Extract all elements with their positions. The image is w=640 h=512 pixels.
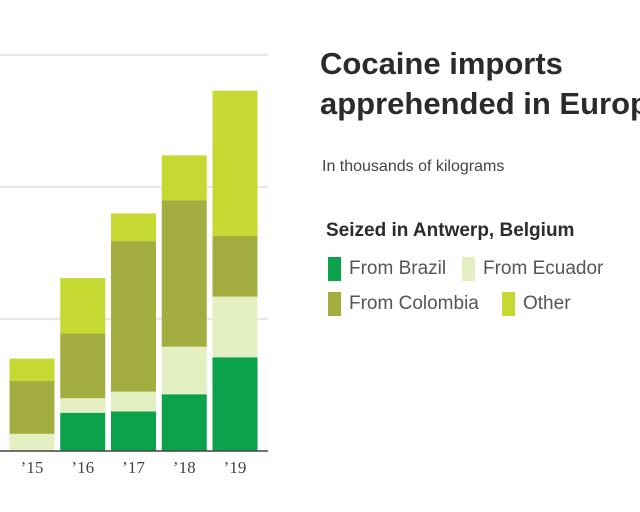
bar-stacks [9,90,258,451]
x-tick-label-1: ’16 [71,458,94,477]
legend-label-ecuador: From Ecuador [483,258,604,279]
legend-label-brazil: From Brazil [349,258,447,279]
x-tick-label-4: ’19 [224,458,247,477]
bar-segment-other-0 [9,358,55,382]
bar-segment-ecuador-4 [212,296,258,358]
bar-segment-other-1 [60,278,106,334]
legend-item-brazil: From Brazil [328,256,446,282]
bar-segment-colombia-3 [161,200,207,347]
legend-item-other: Other [502,291,571,317]
legend-swatch-other [502,292,515,316]
bar-segment-brazil-1 [60,412,106,451]
bar-segment-ecuador-0 [9,433,55,451]
legend-label-colombia: From Colombia [349,293,479,314]
bar-segment-brazil-3 [161,394,207,451]
legend-swatch-ecuador [462,257,475,281]
x-tick-label-0: ’15 [21,458,44,477]
bar-segment-ecuador-1 [60,398,106,413]
x-tick-label-2: ’17 [122,458,145,477]
bar-segment-colombia-4 [212,235,258,297]
bar-segment-other-2 [111,213,156,242]
legend-swatch-brazil [328,257,341,281]
bar-segment-ecuador-2 [111,391,156,412]
chart-title-line-1: Cocaine imports [320,46,563,81]
bar-segment-colombia-2 [111,241,156,392]
bar-segment-brazil-2 [111,411,156,451]
legend-item-ecuador: From Ecuador [462,256,603,282]
bar-segment-colombia-1 [60,333,106,399]
bar-segment-other-3 [161,155,207,201]
legend-swatch-colombia [328,292,341,316]
bar-segment-brazil-4 [212,357,258,451]
legend-item-colombia: From Colombia [328,291,479,317]
x-tick-label-3: ’18 [173,458,196,477]
legend-title: Seized in Antwerp, Belgium [326,220,575,241]
bar-segment-colombia-0 [9,381,55,434]
chart-subtitle: In thousands of kilograms [322,158,505,175]
x-axis: ’15 ’16 ’17 ’18 ’19 [0,450,268,477]
chart-title-line-2: apprehended in Europ [320,86,640,121]
bar-segment-ecuador-3 [161,346,207,395]
chart-title: Cocaine imports apprehended in Europ [320,44,640,124]
bar-segment-other-4 [212,90,258,236]
legend-label-other: Other [523,293,571,314]
